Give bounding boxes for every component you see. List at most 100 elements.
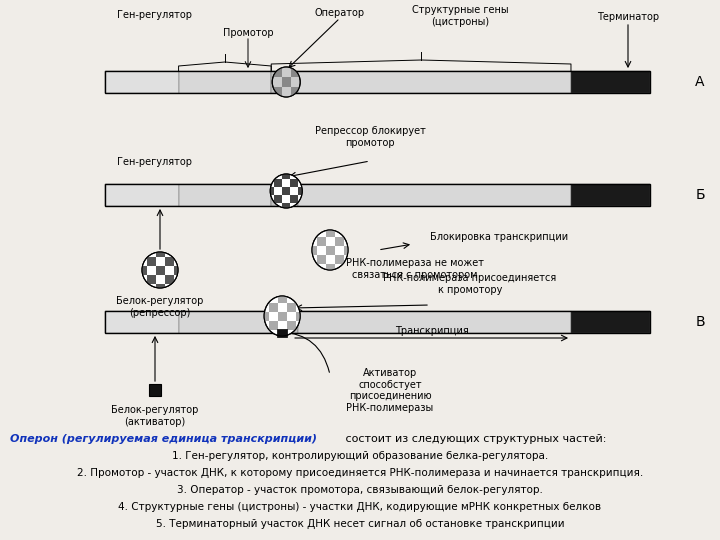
Bar: [128, 239, 138, 247]
Bar: [263, 59, 272, 68]
Bar: [282, 96, 291, 105]
Bar: [242, 275, 251, 285]
Bar: [278, 275, 287, 285]
Bar: [314, 275, 323, 285]
Bar: [269, 302, 278, 312]
Bar: [128, 293, 138, 301]
Bar: [287, 302, 296, 312]
Bar: [120, 301, 128, 310]
Bar: [291, 105, 300, 114]
Bar: [296, 312, 305, 321]
Bar: [138, 247, 146, 256]
Bar: [296, 329, 305, 339]
Bar: [314, 219, 323, 227]
Text: РНК-полимераза не может
связаться с промотором: РНК-полимераза не может связаться с пром…: [346, 258, 484, 280]
Bar: [258, 211, 266, 219]
Text: Ген-регулятор: Ген-регулятор: [117, 10, 192, 20]
Bar: [271, 71, 299, 93]
Bar: [120, 284, 128, 293]
Text: 1. Ген-регулятор, контролирующий образование белка-регулятора.: 1. Ген-регулятор, контролирующий образов…: [172, 451, 548, 461]
Bar: [314, 294, 323, 302]
Bar: [325, 210, 335, 219]
Bar: [335, 237, 343, 246]
Bar: [271, 71, 299, 93]
Bar: [307, 264, 317, 273]
Bar: [274, 211, 282, 219]
Bar: [314, 203, 323, 211]
Bar: [156, 284, 164, 293]
Bar: [290, 179, 298, 187]
Bar: [571, 311, 650, 333]
Bar: [310, 68, 319, 77]
Bar: [305, 339, 314, 348]
Bar: [314, 348, 323, 356]
Bar: [174, 284, 182, 293]
Bar: [105, 184, 179, 206]
Bar: [253, 49, 263, 59]
Bar: [290, 211, 298, 219]
Bar: [335, 254, 343, 264]
Bar: [156, 301, 164, 310]
Bar: [266, 187, 274, 195]
Bar: [299, 219, 307, 227]
Text: Оператор: Оператор: [315, 8, 365, 18]
Bar: [260, 294, 269, 302]
Text: Структурные гены
(цистроны): Структурные гены (цистроны): [412, 5, 508, 26]
Bar: [182, 239, 192, 247]
Text: состоит из следующих структурных частей:: состоит из следующих структурных частей:: [342, 434, 606, 444]
Bar: [289, 281, 299, 291]
Bar: [289, 264, 299, 273]
Bar: [192, 284, 200, 293]
Bar: [310, 86, 319, 96]
Ellipse shape: [264, 296, 300, 336]
Text: Б: Б: [696, 188, 705, 202]
Bar: [105, 311, 179, 333]
Bar: [174, 247, 182, 256]
Bar: [325, 281, 335, 291]
Bar: [253, 105, 263, 114]
Bar: [314, 312, 323, 321]
Bar: [287, 285, 296, 294]
Bar: [306, 195, 314, 203]
Bar: [314, 329, 323, 339]
Bar: [299, 237, 307, 246]
Bar: [300, 59, 310, 68]
Bar: [298, 219, 306, 227]
Bar: [299, 71, 571, 93]
Bar: [307, 210, 317, 219]
Bar: [296, 348, 305, 356]
Bar: [266, 203, 274, 211]
Bar: [353, 273, 361, 281]
Text: Транскрипция: Транскрипция: [395, 326, 469, 336]
Bar: [105, 184, 650, 206]
Bar: [179, 184, 271, 206]
Bar: [263, 96, 272, 105]
Bar: [156, 230, 164, 239]
Bar: [361, 264, 371, 273]
Bar: [164, 256, 174, 266]
Bar: [138, 266, 146, 274]
Bar: [282, 77, 291, 86]
Bar: [260, 312, 269, 321]
Bar: [361, 227, 371, 237]
Bar: [179, 311, 271, 333]
Text: В: В: [696, 315, 705, 329]
Bar: [146, 293, 156, 301]
Bar: [287, 321, 296, 329]
Text: Белок-регулятор
(репрессор): Белок-регулятор (репрессор): [117, 296, 204, 318]
Bar: [192, 230, 200, 239]
Bar: [146, 256, 156, 266]
Bar: [289, 227, 299, 237]
Bar: [263, 77, 272, 86]
Ellipse shape: [142, 252, 178, 288]
Bar: [278, 329, 287, 339]
Bar: [253, 68, 263, 77]
Bar: [260, 329, 269, 339]
Bar: [156, 247, 164, 256]
Text: Белок-регулятор
(активатор): Белок-регулятор (активатор): [112, 405, 199, 427]
Bar: [317, 273, 325, 281]
Bar: [300, 77, 310, 86]
Bar: [287, 339, 296, 348]
Bar: [138, 284, 146, 293]
Bar: [251, 203, 258, 211]
